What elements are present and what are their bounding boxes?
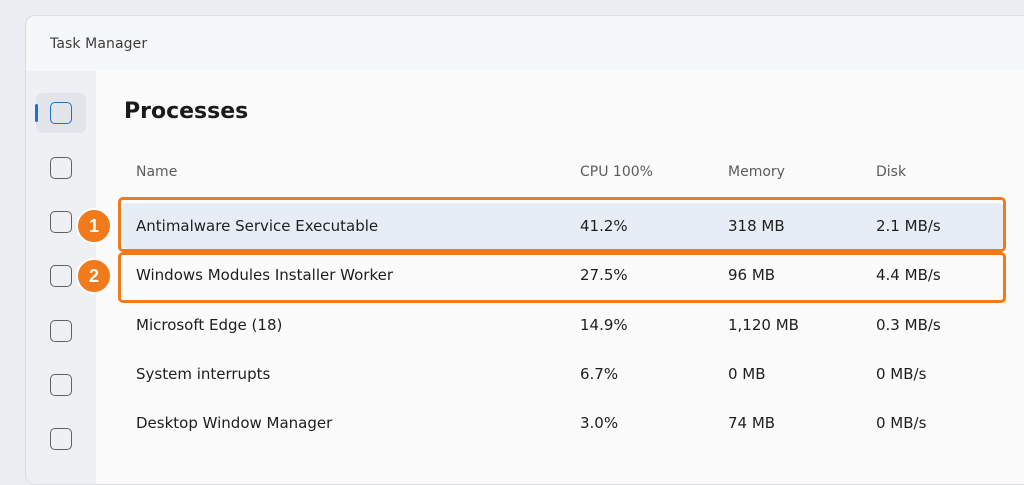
tab-icon	[50, 102, 72, 124]
process-memory: 0 MB	[728, 365, 766, 383]
sidebar-item-3[interactable]	[36, 202, 86, 242]
process-name: Microsoft Edge (18)	[136, 316, 283, 334]
active-indicator	[35, 104, 38, 122]
tab-icon	[50, 265, 72, 287]
column-header-disk[interactable]: Disk	[876, 164, 907, 180]
process-cpu: 41.2%	[580, 217, 628, 235]
sidebar-item-6[interactable]	[36, 365, 86, 405]
column-header-cpu[interactable]: CPU 100%	[580, 164, 653, 180]
tab-icon	[50, 320, 72, 342]
sidebar-item-2[interactable]	[36, 148, 86, 188]
sidebar-item-processes[interactable]	[35, 93, 86, 133]
table-row[interactable]: Desktop Window Manager 3.0% 74 MB 0 MB/s	[123, 400, 1003, 446]
process-disk: 4.4 MB/s	[876, 266, 941, 284]
process-cpu: 27.5%	[580, 266, 628, 284]
process-disk: 2.1 MB/s	[876, 217, 941, 235]
task-manager-window: Task Manager Processes Name CPU 100%	[25, 15, 1024, 485]
process-memory: 318 MB	[728, 217, 785, 235]
table-header: Name CPU 100% Memory Disk	[96, 164, 1024, 186]
tab-icon	[50, 157, 72, 179]
table-row[interactable]: Antimalware Service Executable 41.2% 318…	[123, 203, 1003, 249]
process-name: Windows Modules Installer Worker	[136, 266, 394, 284]
sidebar-item-5[interactable]	[36, 311, 86, 351]
sidebar-item-7[interactable]	[36, 419, 86, 459]
process-memory: 96 MB	[728, 266, 776, 284]
process-disk: 0 MB/s	[876, 365, 927, 383]
processes-panel: Processes Name CPU 100% Memory Disk Anti…	[96, 71, 1024, 484]
process-disk: 0.3 MB/s	[876, 316, 941, 334]
annotation-badge-2: 2	[76, 258, 112, 294]
process-name: Antimalware Service Executable	[136, 217, 379, 235]
tab-icon	[50, 374, 72, 396]
table-row[interactable]: System interrupts 6.7% 0 MB 0 MB/s	[123, 351, 1003, 397]
app-title: Task Manager	[50, 36, 148, 52]
process-cpu: 14.9%	[580, 316, 628, 334]
process-memory: 1,120 MB	[728, 316, 799, 334]
process-cpu: 6.7%	[580, 365, 619, 383]
column-header-name[interactable]: Name	[136, 164, 178, 180]
table-row[interactable]: Microsoft Edge (18) 14.9% 1,120 MB 0.3 M…	[123, 302, 1003, 348]
tab-icon	[50, 428, 72, 450]
page-title: Processes	[124, 99, 249, 124]
column-header-memory[interactable]: Memory	[728, 164, 785, 180]
title-bar[interactable]: Task Manager	[26, 16, 1024, 71]
process-name: System interrupts	[136, 365, 271, 383]
sidebar-item-4[interactable]	[36, 256, 86, 296]
tab-icon	[50, 211, 72, 233]
process-disk: 0 MB/s	[876, 414, 927, 432]
process-cpu: 3.0%	[580, 414, 619, 432]
process-memory: 74 MB	[728, 414, 776, 432]
annotation-badge-1: 1	[76, 208, 112, 244]
table-row[interactable]: Windows Modules Installer Worker 27.5% 9…	[123, 252, 1003, 298]
process-name: Desktop Window Manager	[136, 414, 333, 432]
